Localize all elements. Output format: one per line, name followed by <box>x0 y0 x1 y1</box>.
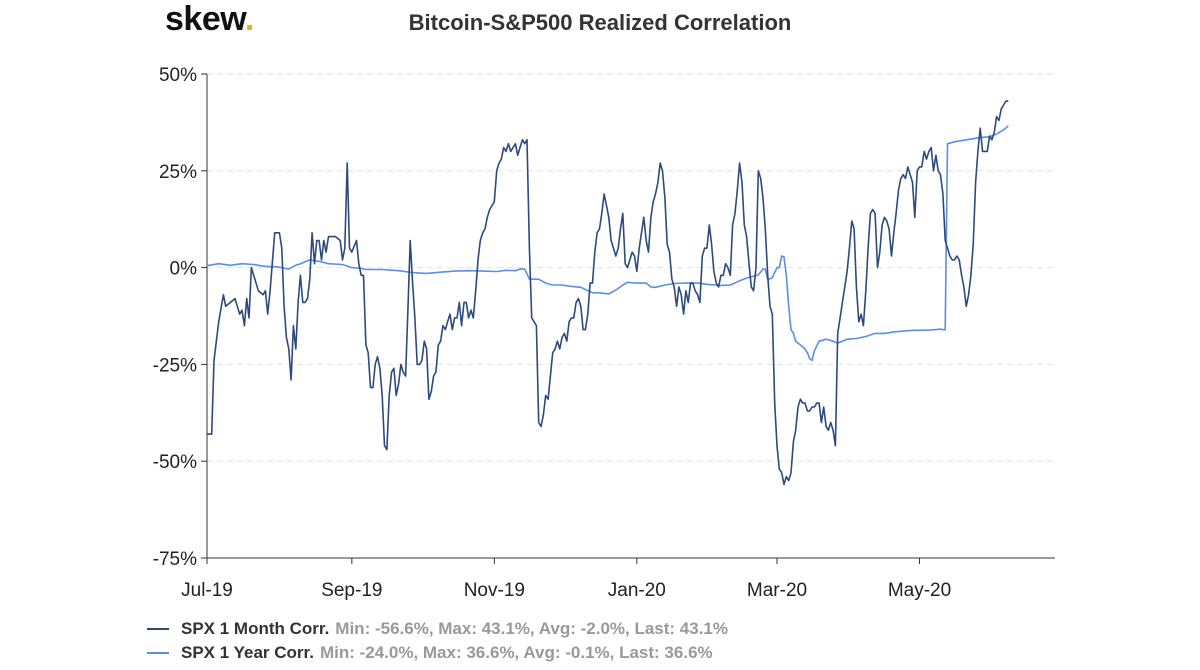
x-axis-ticks: Jul-19 Sep-19 Nov-19 Jan-20 Mar-20 May-20 <box>181 558 951 601</box>
logo-dot: . <box>244 0 254 38</box>
x-tick-label: May-20 <box>888 580 951 601</box>
legend-stats-1y: Min: -24.0%, Max: 36.6%, Avg: -0.1%, Las… <box>319 643 713 662</box>
y-tick-label: 25% <box>159 162 197 183</box>
y-tick-label: -75% <box>153 549 197 570</box>
legend-swatch-1m <box>147 628 169 630</box>
series-line-1m <box>207 100 1009 486</box>
y-tick-label: -50% <box>153 452 197 473</box>
y-tick-label: -25% <box>153 355 197 376</box>
y-axis-ticks: 50% 25% 0% -25% -50% -75% <box>153 65 207 570</box>
x-tick-label: Nov-19 <box>464 580 525 601</box>
legend-stats-1m: Min: -56.6%, Max: 43.1%, Avg: -2.0%, Las… <box>335 619 728 638</box>
y-tick-label: 0% <box>170 259 198 280</box>
chart-title: Bitcoin-S&P500 Realized Correlation <box>0 10 1200 36</box>
x-tick-label: Mar-20 <box>747 580 807 601</box>
legend-label-1y: SPX 1 Year Corr. <box>181 643 314 662</box>
skew-logo: skew. <box>165 0 254 39</box>
legend-item-1m[interactable]: SPX 1 Month Corr. Min: -56.6%, Max: 43.1… <box>147 617 728 641</box>
logo-text: skew <box>165 0 245 38</box>
axes <box>206 74 1055 559</box>
series-group <box>206 100 1009 486</box>
legend-swatch-1y <box>147 652 169 654</box>
x-tick-label: Sep-19 <box>321 580 382 601</box>
legend: SPX 1 Month Corr. Min: -56.6%, Max: 43.1… <box>147 617 728 665</box>
grid <box>207 73 1055 462</box>
legend-item-1y[interactable]: SPX 1 Year Corr. Min: -24.0%, Max: 36.6%… <box>147 641 728 665</box>
x-tick-label: Jul-19 <box>181 580 233 601</box>
y-tick-label: 50% <box>159 65 197 86</box>
chart-title-text: Bitcoin-S&P500 Realized Correlation <box>408 10 792 35</box>
legend-label-1m: SPX 1 Month Corr. <box>181 619 330 638</box>
x-tick-label: Jan-20 <box>608 580 666 601</box>
